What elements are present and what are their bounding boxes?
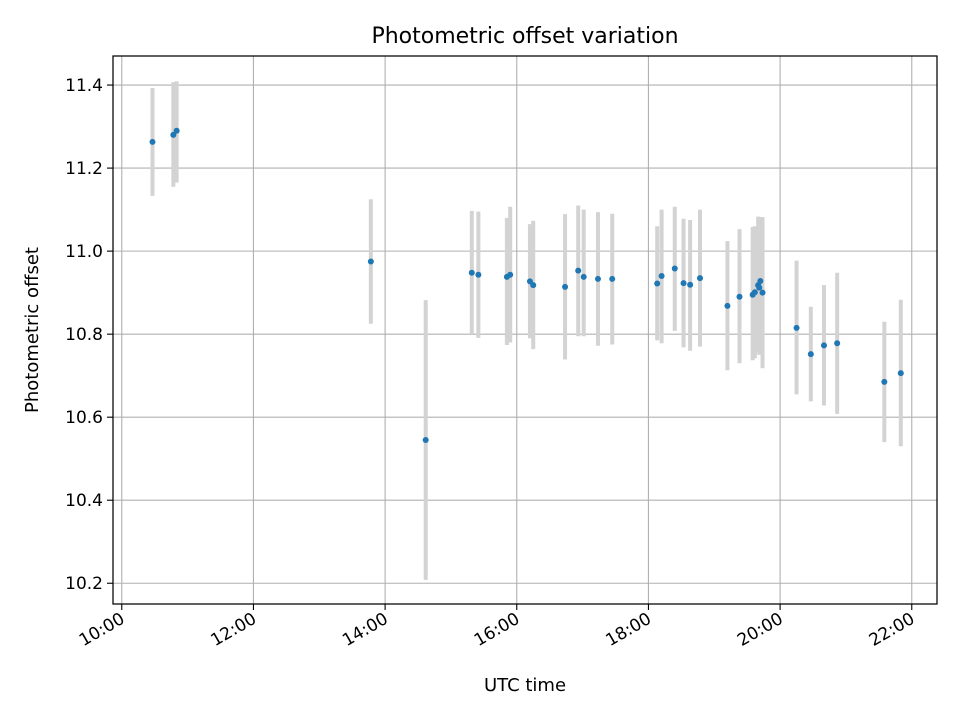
data-point: [820, 342, 827, 349]
data-point: [475, 271, 482, 278]
y-tick-label: 10.2: [65, 574, 103, 594]
data-point: [807, 351, 814, 358]
data-point: [170, 131, 177, 138]
data-point: [654, 280, 661, 287]
data-point: [697, 275, 704, 282]
data-point: [468, 269, 475, 276]
data-point: [793, 324, 800, 331]
y-tick-label: 10.4: [65, 491, 103, 511]
data-point: [609, 275, 616, 282]
data-point: [658, 273, 665, 280]
data-point: [580, 273, 587, 280]
data-point: [881, 378, 888, 385]
data-point: [756, 284, 763, 291]
data-point: [759, 289, 766, 296]
data-point: [671, 265, 678, 272]
y-axis: 10.2 10.4 10.6 10.8 11.0 11.2 11.4: [65, 76, 113, 594]
y-tick-label: 10.6: [65, 408, 103, 428]
y-tick-label: 10.8: [65, 325, 103, 345]
plot-frame: [112, 55, 938, 605]
data-point: [594, 275, 601, 282]
data-point: [751, 289, 758, 296]
data-point: [530, 282, 537, 289]
data-point: [507, 271, 514, 278]
data-point: [834, 340, 841, 347]
y-tick-label: 11.2: [65, 159, 103, 179]
data-point: [757, 278, 764, 285]
data-point: [687, 281, 694, 288]
data-point: [575, 267, 582, 274]
x-axis-label: UTC time: [484, 675, 566, 696]
data-point: [367, 258, 374, 265]
y-tick-label: 11.0: [65, 242, 103, 262]
y-tick-label: 11.4: [65, 76, 103, 96]
data-point: [736, 293, 743, 300]
data-point: [173, 127, 180, 134]
chart-title: Photometric offset variation: [371, 24, 678, 49]
y-axis-label: Photometric offset: [22, 247, 43, 413]
data-point: [422, 437, 429, 444]
data-point: [724, 302, 731, 309]
data-points: [149, 127, 904, 444]
data-point: [149, 138, 156, 145]
data-point: [562, 283, 569, 290]
data-point: [680, 280, 687, 287]
data-point: [897, 370, 904, 377]
grid: [113, 56, 937, 604]
